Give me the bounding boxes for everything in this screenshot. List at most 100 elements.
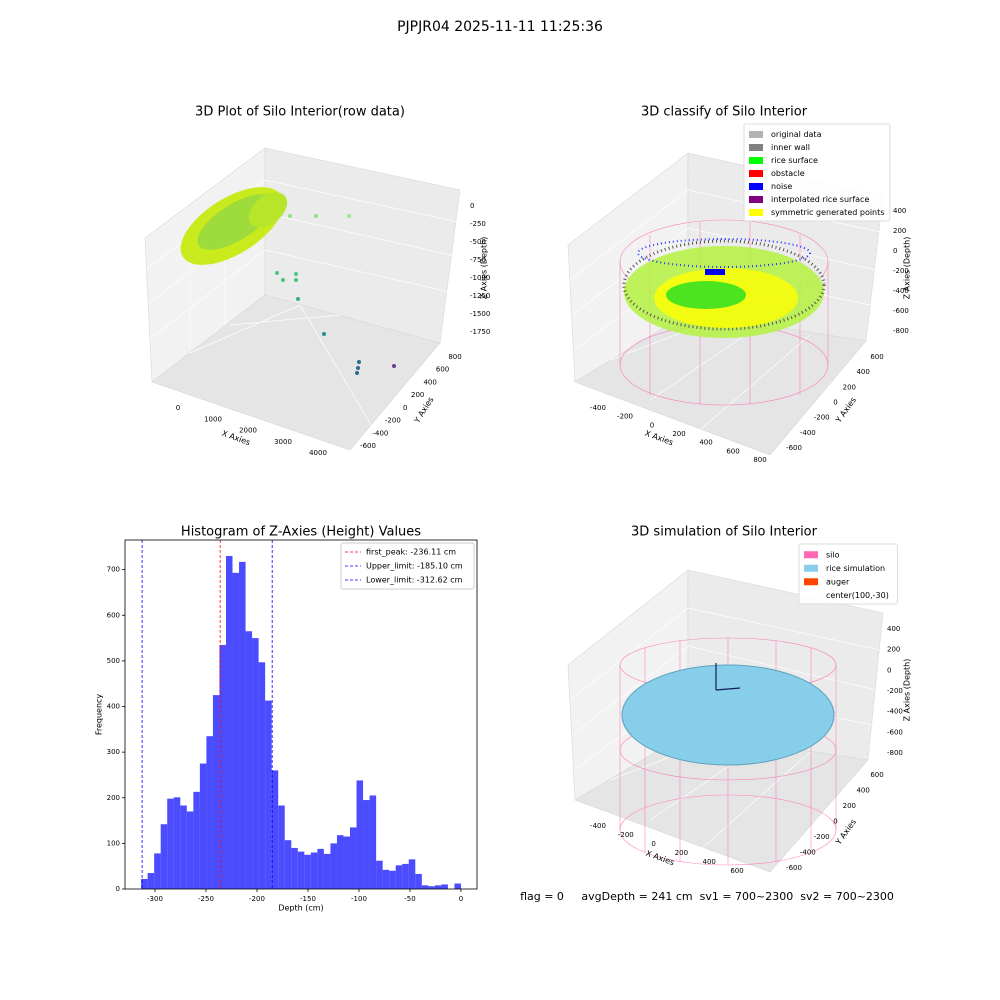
legend-label: interpolated rice surface <box>771 195 869 204</box>
y-axis-label: Frequency <box>95 694 104 736</box>
y-tick-label: -400 <box>800 429 816 437</box>
histogram-bar <box>199 763 207 889</box>
y-tick-label: -400 <box>372 429 388 437</box>
y-tick-label: 600 <box>436 366 449 374</box>
y-tick-label: 500 <box>107 657 120 665</box>
histogram-bar <box>284 840 292 889</box>
x-tick-label: 1000 <box>204 415 222 423</box>
histogram-bar <box>434 885 442 889</box>
histogram-bar <box>160 824 168 889</box>
y-tick-label: -200 <box>814 414 830 422</box>
legend-box <box>798 543 898 605</box>
y-tick-label: 100 <box>107 839 120 847</box>
legend-label: obstacle <box>771 169 805 178</box>
y-tick-label: 0 <box>833 818 837 826</box>
z-tick-label: -1500 <box>470 310 490 318</box>
legend-box <box>340 542 475 590</box>
z-tick-label: -1750 <box>470 328 490 336</box>
chart-title: 3D Plot of Silo Interior(row data) <box>195 105 405 120</box>
x-tick-label: 400 <box>699 439 712 447</box>
histogram-bar <box>330 843 337 889</box>
status-text: flag = 0 avgDepth = 241 cm sv1 = 700~230… <box>520 890 894 903</box>
z-tick-label: -400 <box>887 708 903 716</box>
histogram-bar <box>408 859 416 889</box>
chart-title: 3D classify of Silo Interior <box>641 105 808 120</box>
x-axis-label: X Axies <box>645 849 676 868</box>
z-tick-label: -800 <box>887 749 903 757</box>
x-tick-label: 200 <box>675 849 688 857</box>
y-tick-label: 300 <box>107 748 120 756</box>
y-tick-label: -400 <box>800 849 816 857</box>
legend-box <box>743 123 891 222</box>
z-tick-label: -750 <box>470 256 486 264</box>
y-tick-label: 400 <box>856 787 869 795</box>
legend-swatch <box>749 183 763 190</box>
legend-label: Upper_limit: -185.10 cm <box>366 562 463 571</box>
histogram-bar <box>343 836 351 889</box>
z-tick-label: -200 <box>893 267 909 275</box>
z-axis-label: Z Axies (Depth) <box>903 659 912 722</box>
x-tick-label: -150 <box>300 895 316 903</box>
x-axis-label: X Axies <box>644 429 675 448</box>
x-tick-label: 200 <box>672 430 685 438</box>
z-tick-label: 0 <box>470 202 474 210</box>
x-tick-label: 600 <box>730 867 743 875</box>
histogram-bar <box>441 884 448 889</box>
histogram-bar <box>389 870 396 889</box>
y-tick-label: 0 <box>116 885 120 893</box>
histogram-bar <box>225 555 233 889</box>
legend-label: original data <box>771 130 822 139</box>
figure-title: PJPJR04 2025-11-11 11:25:36 <box>397 19 603 35</box>
histogram-bar <box>193 791 200 889</box>
z-tick-label: -600 <box>893 307 909 315</box>
histogram-bar <box>323 853 331 889</box>
histogram-bar <box>376 860 383 889</box>
legend-label: auger <box>826 577 850 586</box>
chart-title: Histogram of Z-Axies (Height) Values <box>181 525 421 540</box>
y-tick-label: 200 <box>843 802 856 810</box>
x-tick-label: -400 <box>590 822 606 830</box>
histogram-bar <box>402 863 409 889</box>
x-tick-label: 0 <box>651 840 655 848</box>
histogram-bar <box>369 795 377 889</box>
histogram-bar <box>252 638 259 889</box>
y-tick-label: 0 <box>403 404 407 412</box>
z-tick-label: -600 <box>887 728 903 736</box>
x-tick-label: -100 <box>351 895 367 903</box>
histogram-bar <box>167 798 174 889</box>
histogram-bar <box>232 572 240 889</box>
histogram-bar <box>212 695 220 889</box>
histogram-bar <box>428 886 435 889</box>
y-tick-label: 800 <box>448 353 461 361</box>
chart-title: 3D simulation of Silo Interior <box>631 525 818 540</box>
z-tick-label: -200 <box>887 687 903 695</box>
z-tick-label: -1250 <box>470 292 490 300</box>
y-tick-label: -600 <box>786 444 802 452</box>
histogram-bar <box>219 644 226 889</box>
z-tick-label: -1000 <box>470 274 490 282</box>
classified-points <box>622 238 826 338</box>
histogram-bar <box>336 835 344 889</box>
legend-label: rice simulation <box>826 564 885 573</box>
z-tick-label: -800 <box>893 327 909 335</box>
legend-label: inner wall <box>771 143 810 152</box>
histogram-bar <box>173 797 181 889</box>
x-tick-label: 0 <box>459 895 463 903</box>
histogram-bar <box>141 878 148 889</box>
x-tick-label: 800 <box>753 456 766 464</box>
x-tick-label: 2000 <box>239 427 257 435</box>
point-cloud <box>180 187 396 375</box>
y-tick-label: 200 <box>107 794 120 802</box>
x-tick-label: -200 <box>249 895 265 903</box>
histogram-bar <box>350 827 357 889</box>
z-tick-label: -400 <box>893 287 909 295</box>
legend-label: Lower_limit: -312.62 cm <box>366 576 463 585</box>
histogram-bar <box>310 852 318 889</box>
y-tick-label: 600 <box>870 771 883 779</box>
x-tick-label: -200 <box>617 413 633 421</box>
legend-label: first_peak: -236.11 cm <box>366 548 456 557</box>
x-tick-label: 0 <box>176 404 180 412</box>
histogram-bar <box>154 853 161 889</box>
x-tick-label: 600 <box>726 447 739 455</box>
